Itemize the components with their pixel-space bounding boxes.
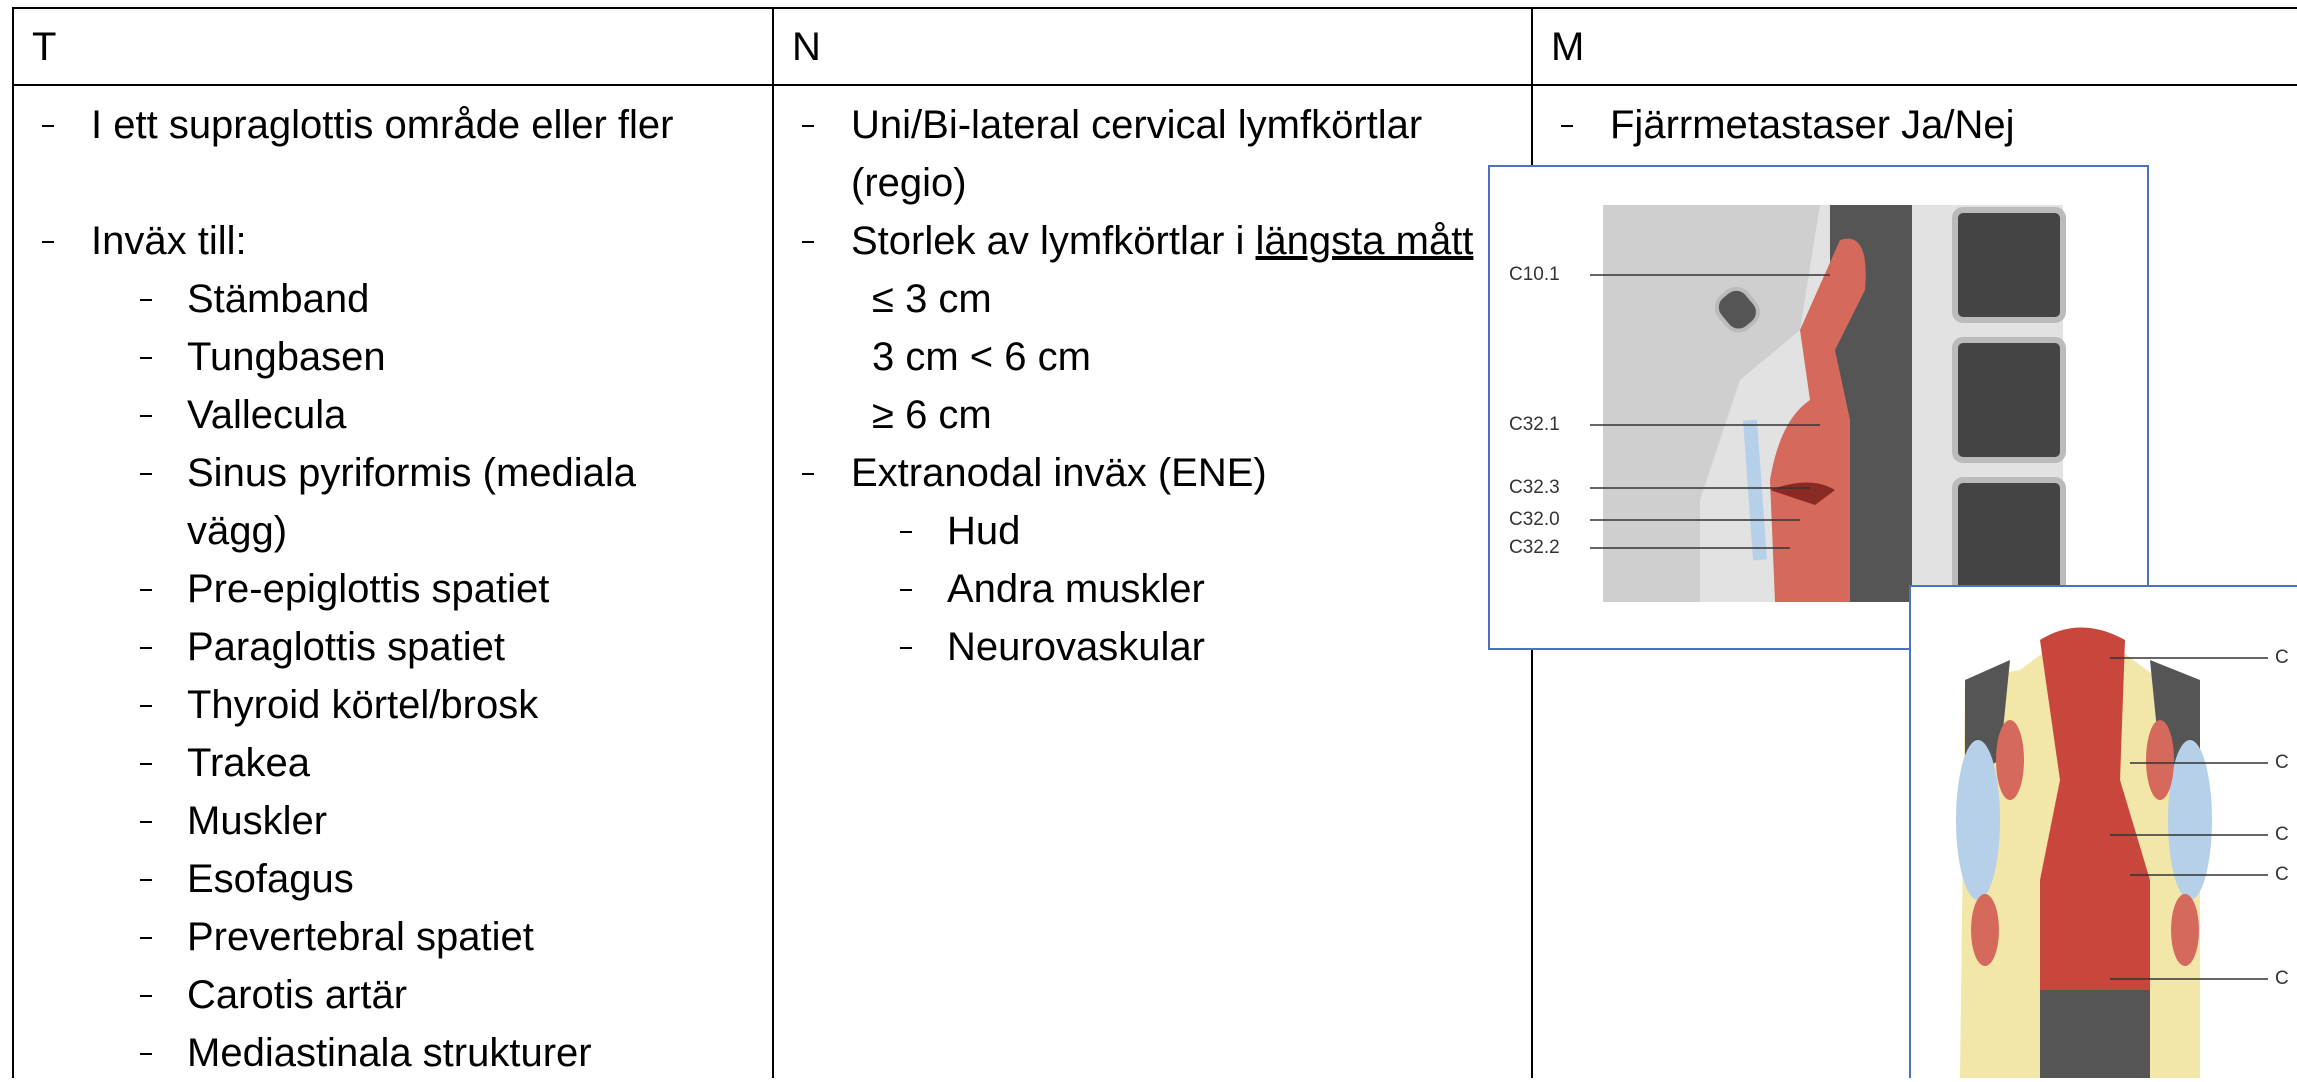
sub-item-text: Stämband [187, 277, 370, 321]
table-border [12, 7, 2297, 9]
bullet-dash [140, 821, 152, 823]
sub-item-text: Trakea [187, 741, 311, 785]
table-border [12, 84, 2297, 86]
sub-item: Mediastinala strukturer [12, 1024, 707, 1082]
bullet-dash [802, 241, 814, 243]
bullet-dash [900, 589, 912, 591]
list-item: I ett supraglottis område eller fler [12, 96, 762, 154]
sub-item: Neurovaskular [772, 618, 1521, 676]
item-text: Uni/Bi-lateral cervical lymfkörtlar (reg… [851, 103, 1423, 205]
size-line: ≤ 3 cm [872, 277, 992, 321]
sub-item: Esofagus [12, 850, 707, 908]
sub-item-text: Prevertebral spatiet [187, 915, 534, 959]
sub-item-text: Andra muskler [947, 567, 1205, 611]
header-cell: T [32, 25, 57, 69]
item-text: Inväx till: [91, 219, 247, 263]
size-line: ≥ 6 cm [872, 393, 992, 437]
list-item: Inväx till: [12, 212, 762, 270]
figure-label: C32.0 [1509, 509, 1560, 530]
bullet-dash [900, 531, 912, 533]
sub-item: Sinus pyriformis (mediala vägg) [12, 444, 707, 560]
item-text: Extranodal inväx (ENE) [851, 451, 1267, 495]
sub-item-text: Esofagus [187, 857, 354, 901]
bullet-dash [140, 647, 152, 649]
item-text: I ett supraglottis område eller fler [91, 103, 674, 147]
sub-item-text: Sinus pyriformis (mediala vägg) [187, 451, 637, 553]
figure-label: C [2275, 824, 2289, 845]
sub-item-text: Thyroid körtel/brosk [187, 683, 539, 727]
bullet-dash [802, 473, 814, 475]
bullet-dash [140, 705, 152, 707]
bullet-dash [140, 299, 152, 301]
figure-label: C10.1 [1509, 264, 1560, 285]
sub-item: Prevertebral spatiet [12, 908, 707, 966]
item-text: Fjärrmetastaser Ja/Nej [1610, 103, 2015, 147]
bullet-dash [42, 125, 54, 127]
bullet-dash [140, 357, 152, 359]
list-item: Storlek av lymfkörtlar i längsta mått [772, 212, 1521, 270]
sub-item-text: Neurovaskular [947, 625, 1205, 669]
table-border [12, 7, 14, 1078]
bullet-dash [140, 415, 152, 417]
list-item: Uni/Bi-lateral cervical lymfkörtlar (reg… [772, 96, 1521, 212]
header-cell: M [1551, 25, 1585, 69]
bullet-dash [42, 241, 54, 243]
table-cell: Fjärrmetastaser Ja/Nej [1531, 96, 2287, 154]
bullet-dash [900, 647, 912, 649]
bullet-dash [140, 995, 152, 997]
figure-label: C [2275, 864, 2289, 885]
sub-item: Andra muskler [772, 560, 1521, 618]
sub-item-text: Mediastinala strukturer [187, 1031, 592, 1075]
item-text: Storlek av lymfkörtlar i [851, 219, 1256, 263]
table-border [772, 7, 774, 1078]
sub-item: Thyroid körtel/brosk [12, 676, 707, 734]
figure-label: C [2275, 968, 2289, 989]
sub-item-text: Tungbasen [187, 335, 386, 379]
figure-label: C [2275, 752, 2289, 773]
sub-item-text: Pre-epiglottis spatiet [187, 567, 550, 611]
bullet-dash [140, 589, 152, 591]
bullet-dash [140, 1053, 152, 1055]
sub-item: Paraglottis spatiet [12, 618, 707, 676]
sub-item-text: Hud [947, 509, 1021, 553]
size-line: 3 cm < 6 cm [872, 335, 1091, 379]
list-item: Extranodal inväx (ENE) [772, 444, 1521, 502]
sub-item: Hud [772, 502, 1521, 560]
figure-label: C32.1 [1509, 414, 1560, 435]
figure-label: C32.3 [1509, 477, 1560, 498]
list-item: Fjärrmetastaser Ja/Nej [1531, 96, 2287, 154]
sub-item: Tungbasen [12, 328, 707, 386]
sub-item-text: Vallecula [187, 393, 347, 437]
figure-label: C [2275, 647, 2289, 668]
figure-sagittal: C10.1 C32.1 C32.3 C32.0 C32.2 [1488, 165, 2149, 650]
figure-label: C32.2 [1509, 537, 1560, 558]
sub-item: Muskler [12, 792, 707, 850]
sub-item: Carotis artär [12, 966, 707, 1024]
bullet-dash [802, 125, 814, 127]
sub-item: Trakea [12, 734, 707, 792]
bullet-dash [140, 879, 152, 881]
table-cell: Uni/Bi-lateral cervical lymfkörtlar (reg… [772, 96, 1521, 676]
item-underlined: längsta mått [1255, 219, 1474, 263]
sub-item-text: Carotis artär [187, 973, 408, 1017]
bullet-dash [140, 937, 152, 939]
sub-item: Stämband [12, 270, 707, 328]
sub-item: Vallecula [12, 386, 707, 444]
bullet-dash [1561, 125, 1573, 127]
bullet-dash [140, 473, 152, 475]
sub-item: Pre-epiglottis spatiet [12, 560, 707, 618]
sub-item-text: Paraglottis spatiet [187, 625, 505, 669]
sub-item-text: Muskler [187, 799, 328, 843]
bullet-dash [140, 763, 152, 765]
table-cell: I ett supraglottis område eller fler Invä… [12, 96, 762, 1082]
header-cell: N [792, 25, 821, 69]
